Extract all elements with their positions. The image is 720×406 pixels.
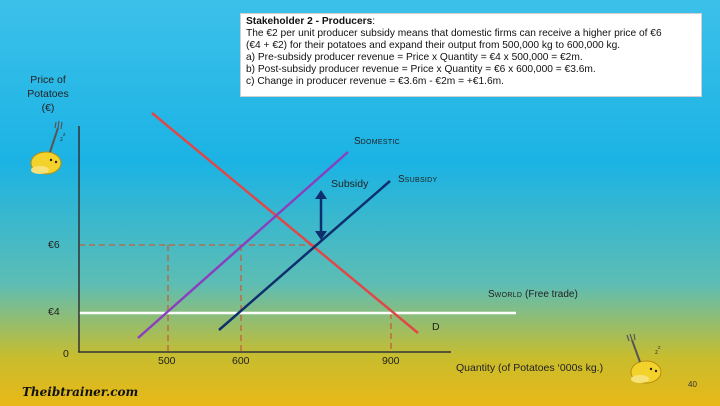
- s-domestic-label-main: S: [354, 136, 361, 147]
- y-axis-label: Price of Potatoes (€): [20, 73, 76, 115]
- svg-text:z: z: [655, 350, 658, 356]
- s-domestic-line: [137, 151, 349, 339]
- page-number: 40: [688, 380, 697, 389]
- subsidy-label: Subsidy: [331, 178, 369, 190]
- y-axis-label-line3: (€): [41, 102, 55, 114]
- x-tick-500: 500: [158, 355, 176, 367]
- s-subsidy-label-main: S: [398, 174, 405, 185]
- potato-mascot-icon: z z: [30, 120, 66, 175]
- y-axis-label-line1: Price of: [30, 74, 66, 86]
- y-tick-4: €4: [48, 306, 60, 318]
- subsidy-arrow: [315, 190, 327, 240]
- s-subsidy-label: SSUBSIDY: [398, 174, 438, 185]
- brand-logo-text: Theibtrainer.com: [22, 385, 139, 399]
- s-domestic-label: SDOMESTIC: [354, 136, 400, 147]
- x-axis-label: Quantity (of Potatoes ‘000s kg.): [456, 362, 604, 374]
- textbox-line: The €2 per unit producer subsidy means t…: [246, 28, 662, 39]
- s-domestic-label-sub: DOMESTIC: [360, 139, 401, 146]
- svg-text:z: z: [658, 345, 661, 351]
- potato-mascot-icon: z z: [626, 333, 662, 384]
- explanation-textbox: Stakeholder 2 - Producers: The €2 per un…: [240, 13, 702, 97]
- s-world-label-sub: WORLD: [494, 292, 523, 299]
- s-world-label-main: S: [488, 289, 495, 300]
- demand-label: D: [432, 321, 440, 333]
- x-tick-600: 600: [232, 355, 250, 367]
- svg-text:z: z: [60, 137, 63, 143]
- s-world-label: SWORLD (Free trade): [488, 289, 578, 300]
- s-subsidy-line: [218, 180, 391, 331]
- y-axis-label-line2: Potatoes: [27, 88, 69, 100]
- guide-lines: [79, 244, 392, 351]
- y-tick-6: €6: [48, 239, 60, 251]
- textbox-title: Stakeholder 2 - Producers: [246, 16, 373, 27]
- s-world-label-suffix: (Free trade): [522, 289, 578, 300]
- textbox-line: b) Post-subsidy producer revenue = Price…: [246, 64, 596, 75]
- textbox-line: (€4 + €2) for their potatoes and expand …: [246, 40, 621, 51]
- svg-text:z: z: [63, 132, 66, 138]
- demand-line: [151, 112, 419, 334]
- textbox-line: c) Change in producer revenue = €3.6m - …: [246, 76, 504, 87]
- textbox-line: a) Pre-subsidy producer revenue = Price …: [246, 52, 583, 63]
- origin-label: 0: [63, 348, 69, 360]
- x-tick-900: 900: [382, 355, 400, 367]
- s-subsidy-label-sub: SUBSIDY: [404, 177, 438, 184]
